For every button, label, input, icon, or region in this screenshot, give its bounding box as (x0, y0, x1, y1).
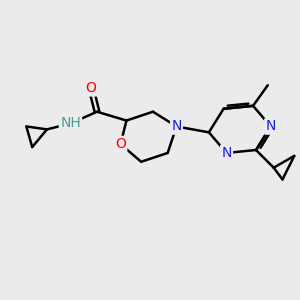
Text: N: N (221, 146, 232, 160)
Text: O: O (115, 137, 126, 151)
Text: NH: NH (60, 116, 81, 130)
Text: O: O (86, 81, 97, 95)
Text: N: N (171, 119, 182, 134)
Text: N: N (266, 119, 276, 134)
